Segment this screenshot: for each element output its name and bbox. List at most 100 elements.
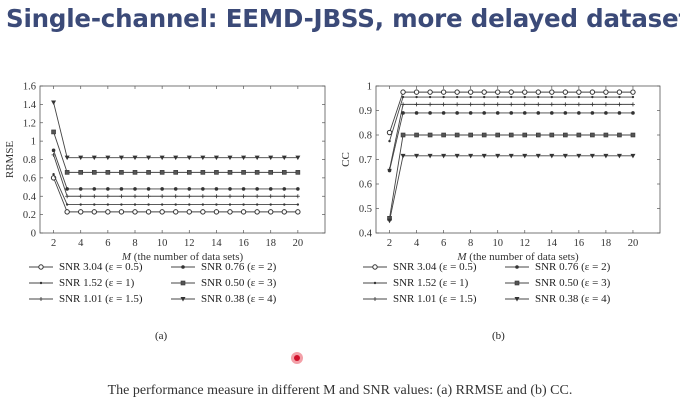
data-point	[65, 187, 69, 191]
data-point	[509, 111, 514, 115]
data-point	[549, 132, 555, 138]
data-point	[537, 95, 540, 99]
data-point	[52, 173, 55, 176]
legend-entry: SNR 1.01 (ε = 1.5)	[28, 293, 143, 305]
data-point	[481, 153, 487, 159]
legend-entry: SNR 0.50 (ε = 3)	[504, 277, 610, 289]
data-point	[106, 187, 110, 191]
data-point	[576, 102, 581, 107]
legend-marker-icon	[29, 297, 53, 301]
data-point	[254, 209, 260, 215]
legend-entry: SNR 1.01 (ε = 1.5)	[362, 293, 477, 305]
series-3	[387, 111, 635, 173]
data-point	[91, 170, 97, 175]
data-point	[631, 95, 635, 99]
data-point	[508, 89, 514, 95]
x-axis-label: M (the number of data sets)	[121, 251, 244, 263]
data-point	[159, 155, 165, 161]
data-point	[441, 153, 447, 159]
data-point	[535, 89, 541, 95]
data-point	[522, 89, 528, 95]
legend-label: SNR 0.76 (ε = 2)	[201, 261, 277, 273]
x-tick-label: 6	[441, 238, 446, 249]
data-point	[590, 132, 595, 138]
y-axis-label: RRMSE	[4, 141, 16, 179]
data-point	[146, 155, 152, 161]
legend-marker	[514, 297, 520, 302]
legend-label: SNR 0.50 (ε = 3)	[535, 277, 611, 289]
data-point	[105, 209, 111, 215]
legend-entry: SNR 0.76 (ε = 2)	[504, 261, 610, 273]
data-point	[281, 155, 287, 161]
x-tick-label: 18	[265, 238, 276, 249]
data-point	[268, 155, 274, 161]
data-point	[215, 203, 218, 206]
subfigure-label-b: (b)	[492, 330, 505, 342]
x-tick-label: 14	[547, 238, 558, 249]
y-tick-label: 0.9	[359, 106, 372, 117]
data-point	[603, 132, 609, 138]
data-point	[228, 203, 232, 206]
data-point	[65, 194, 70, 199]
data-point	[495, 132, 501, 138]
legend-marker	[515, 265, 519, 269]
data-point	[200, 155, 206, 161]
data-point	[200, 170, 206, 175]
data-point	[268, 170, 274, 175]
data-point	[630, 153, 636, 159]
legend-label: SNR 1.01 (ε = 1.5)	[393, 293, 477, 305]
data-point	[617, 111, 622, 115]
data-point	[388, 139, 391, 143]
y-tick-label: 1	[31, 137, 36, 148]
legend-marker	[372, 264, 378, 270]
data-point	[214, 194, 219, 199]
x-tick-label: 4	[78, 238, 84, 249]
data-point	[146, 194, 151, 199]
data-point	[454, 153, 460, 159]
data-point	[576, 153, 582, 159]
x-tick-label: 12	[520, 238, 531, 249]
data-point	[576, 89, 582, 95]
data-point	[630, 132, 636, 138]
data-point	[454, 89, 460, 95]
data-point	[562, 89, 569, 95]
data-point	[51, 100, 57, 106]
data-point	[91, 155, 97, 161]
data-point	[508, 153, 514, 159]
data-point	[159, 170, 165, 175]
data-point	[549, 102, 554, 107]
data-point	[268, 194, 273, 199]
data-point	[186, 209, 192, 215]
legend-marker	[39, 297, 43, 301]
data-point	[563, 111, 568, 115]
data-point	[590, 102, 595, 107]
pointer-cursor-icon	[291, 352, 303, 364]
data-point	[481, 132, 487, 138]
data-point	[535, 153, 541, 159]
series-2	[51, 152, 300, 199]
data-point	[201, 187, 205, 191]
x-tick-label: 2	[51, 238, 56, 249]
data-point	[427, 153, 433, 159]
legend-label: SNR 0.38 (ε = 4)	[535, 293, 611, 305]
data-point	[240, 209, 247, 215]
data-point	[78, 187, 83, 191]
data-point	[522, 153, 528, 159]
x-tick-label: 4	[414, 238, 420, 249]
data-point	[296, 187, 300, 191]
data-point	[254, 170, 260, 175]
data-point	[522, 132, 528, 138]
legend-marker-icon	[29, 281, 53, 285]
data-point	[414, 132, 419, 138]
series-5	[51, 100, 301, 161]
data-point	[118, 209, 125, 215]
data-point	[468, 111, 473, 115]
slide-title: Single-channel: EEMD-JBSS, more delayed …	[6, 4, 680, 33]
legend-marker	[373, 281, 377, 285]
legend-label: SNR 1.52 (ε = 1)	[393, 277, 469, 289]
legend-marker	[514, 280, 520, 286]
data-point	[105, 155, 111, 161]
x-tick-label: 12	[184, 238, 195, 249]
data-point	[455, 111, 459, 115]
y-tick-label: 1.4	[23, 100, 37, 111]
